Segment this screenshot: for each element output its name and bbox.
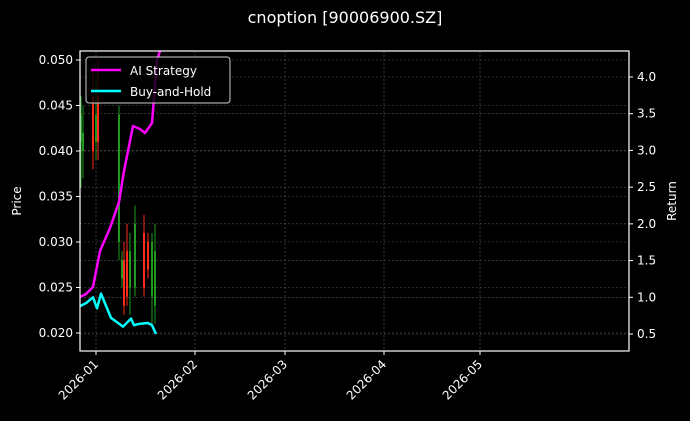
svg-text:2026-03: 2026-03: [245, 357, 290, 402]
svg-text:0.030: 0.030: [39, 235, 73, 249]
candlesticks: [80, 60, 156, 324]
svg-text:1.0: 1.0: [637, 290, 656, 304]
svg-text:2.0: 2.0: [637, 217, 656, 231]
line-buy-and-hold: [79, 292, 158, 335]
svg-text:3.0: 3.0: [637, 143, 656, 157]
legend-label-ai-strategy: AI Strategy: [130, 64, 197, 78]
y-axis-right-label: Return: [665, 181, 679, 221]
svg-text:0.025: 0.025: [39, 281, 73, 295]
svg-text:2026-02: 2026-02: [155, 357, 200, 402]
legend-label-buy-and-hold: Buy-and-Hold: [130, 85, 211, 99]
svg-text:0.040: 0.040: [39, 144, 73, 158]
svg-text:2026-04: 2026-04: [344, 357, 389, 402]
y-axis-right: 0.5 1.0 1.5 2.0 2.5 3.0 3.5 4.0: [629, 70, 656, 341]
svg-text:0.020: 0.020: [39, 326, 73, 340]
svg-text:0.050: 0.050: [39, 53, 73, 67]
grid-lines: [80, 51, 629, 351]
chart-title: cnoption [90006900.SZ]: [247, 8, 443, 27]
svg-text:2026-01: 2026-01: [56, 357, 101, 402]
line-ai-strategy: [79, 50, 162, 299]
svg-text:2026-05: 2026-05: [440, 357, 485, 402]
svg-text:2.5: 2.5: [637, 180, 656, 194]
svg-text:0.5: 0.5: [637, 327, 656, 341]
svg-text:1.5: 1.5: [637, 254, 656, 268]
plot-frame: [79, 50, 630, 352]
y-axis-left: 0.020 0.025 0.030 0.035 0.040 0.045 0.050: [39, 53, 80, 340]
svg-text:0.035: 0.035: [39, 190, 73, 204]
x-axis: 2026-01 2026-02 2026-03 2026-04 2026-05: [56, 351, 485, 403]
y-axis-left-label: Price: [10, 186, 24, 215]
svg-text:0.045: 0.045: [39, 99, 73, 113]
legend: AI Strategy Buy-and-Hold: [85, 56, 231, 104]
svg-text:3.5: 3.5: [637, 107, 656, 121]
svg-text:4.0: 4.0: [637, 70, 656, 84]
return-lines: [79, 50, 162, 335]
